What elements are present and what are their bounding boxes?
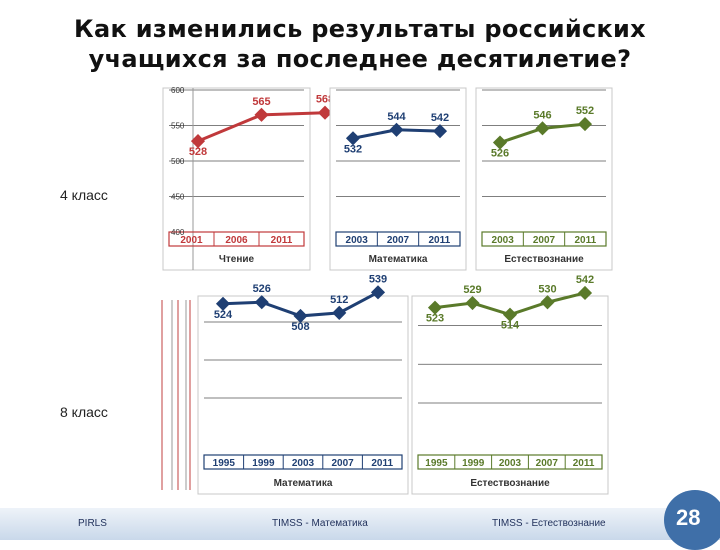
data-point xyxy=(215,296,231,311)
chart-frame xyxy=(475,87,613,271)
data-point xyxy=(502,307,518,322)
year-row xyxy=(481,231,607,247)
x-tick-label: 2011 xyxy=(428,235,450,246)
x-tick-label: 1995 xyxy=(425,458,448,469)
data-point xyxy=(540,295,555,310)
x-axis-label: Математика xyxy=(369,254,428,265)
x-tick-label: 2011 xyxy=(371,458,393,469)
data-point xyxy=(190,134,206,149)
data-point xyxy=(332,305,347,320)
x-tick-label: 2003 xyxy=(292,458,315,469)
data-point xyxy=(317,105,333,120)
chart-panel-5 xyxy=(411,285,609,495)
footer-pirls: PIRLS xyxy=(78,518,107,529)
data-label: 514 xyxy=(501,320,520,332)
data-point xyxy=(345,131,361,146)
page-number: 28 xyxy=(676,505,701,530)
data-label: 524 xyxy=(214,309,233,321)
year-row xyxy=(417,454,603,470)
x-axis-label: Естествознание xyxy=(504,254,584,265)
data-point xyxy=(254,295,269,310)
data-point xyxy=(254,107,269,122)
year-row xyxy=(203,454,403,470)
data-point xyxy=(389,122,404,137)
y-tick-label: 450 xyxy=(171,193,185,202)
x-axis-label: Математика xyxy=(274,478,333,489)
x-tick-label: 1999 xyxy=(252,458,275,469)
x-tick-label: 1999 xyxy=(462,458,485,469)
x-axis-label: Естествознание xyxy=(470,478,550,489)
footer-timss-science: TIMSS - Естествознание xyxy=(492,518,606,529)
data-label: 542 xyxy=(576,274,594,286)
data-label: 530 xyxy=(538,283,556,295)
data-point xyxy=(427,300,443,315)
x-tick-label: 2007 xyxy=(536,458,559,469)
x-tick-label: 2011 xyxy=(574,235,596,246)
chart-frame xyxy=(411,295,609,495)
data-label: 542 xyxy=(431,112,449,124)
data-point xyxy=(465,295,480,311)
chart-panel-1 xyxy=(162,87,333,271)
y-tick-label: 500 xyxy=(171,157,185,166)
x-tick-label: 2007 xyxy=(387,235,410,246)
x-tick-label: 2003 xyxy=(492,235,515,246)
x-axis-label: Чтение xyxy=(219,254,255,265)
data-label: 508 xyxy=(291,321,309,333)
y-tick-label: 600 xyxy=(171,86,185,95)
data-label: 528 xyxy=(189,146,207,158)
footer-timss-math: TIMSS - Математика xyxy=(272,518,368,529)
data-point xyxy=(370,285,386,300)
y-tick-label: 550 xyxy=(171,122,185,131)
grade-4-label: 4 класс xyxy=(60,187,108,203)
x-tick-label: 2007 xyxy=(533,235,556,246)
chart-panel-3 xyxy=(475,87,613,271)
data-point xyxy=(293,308,308,323)
data-label: 512 xyxy=(330,294,348,306)
data-point xyxy=(577,285,593,301)
page-title: Как изменились результаты российских уча… xyxy=(0,14,720,74)
data-label: 526 xyxy=(491,148,509,160)
data-point xyxy=(535,121,550,136)
x-tick-label: 2003 xyxy=(499,458,522,469)
x-tick-label: 2011 xyxy=(271,235,293,246)
data-label: 544 xyxy=(387,111,406,123)
data-label: 523 xyxy=(426,313,444,325)
x-tick-label: 2006 xyxy=(225,235,248,246)
data-label: 529 xyxy=(463,284,481,296)
data-label: 526 xyxy=(253,283,271,295)
data-point xyxy=(492,135,508,150)
year-row xyxy=(335,231,461,247)
data-point xyxy=(577,117,593,132)
footer-bar: PIRLS TIMSS - Математика TIMSS - Естеств… xyxy=(0,508,720,540)
chart-panel-2 xyxy=(329,87,467,271)
grade-8-label: 8 класс xyxy=(60,404,108,420)
chart-frame xyxy=(329,87,467,271)
x-tick-label: 2003 xyxy=(346,235,369,246)
x-tick-label: 2007 xyxy=(331,458,354,469)
y-tick-label: 400 xyxy=(171,228,185,237)
year-row xyxy=(168,231,305,247)
title-line-2: учащихся за последнее десятилетие? xyxy=(88,45,632,73)
data-label: 532 xyxy=(344,143,362,155)
data-label: 565 xyxy=(252,96,270,108)
chart-panel-4 xyxy=(197,285,409,495)
title-line-1: Как изменились результаты российских xyxy=(74,15,646,43)
data-label: 546 xyxy=(533,109,551,121)
data-label: 539 xyxy=(369,273,387,285)
data-label: 552 xyxy=(576,105,594,117)
x-tick-label: 2001 xyxy=(180,235,203,246)
chart-frame xyxy=(162,87,311,271)
x-tick-label: 1995 xyxy=(213,458,236,469)
chart-frame xyxy=(197,295,409,495)
x-tick-label: 2011 xyxy=(573,458,595,469)
